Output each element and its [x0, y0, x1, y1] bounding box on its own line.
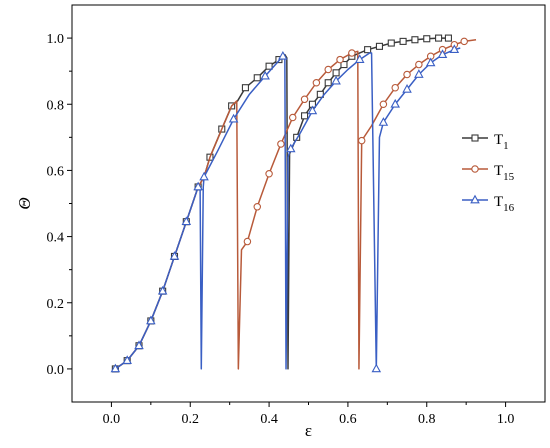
- series-point-T16-14: [331, 75, 341, 85]
- series-point-T16-22: [437, 49, 448, 58]
- series-point-T15-7: [324, 65, 332, 74]
- legend-label-subscript-T1: 1: [503, 140, 509, 152]
- series-point-T16-0: [110, 363, 121, 373]
- plot-frame: [71, 4, 546, 403]
- series-point-T16-13: [307, 105, 318, 115]
- series-point-T15-8: [336, 55, 344, 64]
- series-point-T16-16: [371, 363, 382, 373]
- series-point-T1-25: [387, 39, 395, 47]
- legend-label-text-T15: T: [494, 163, 503, 179]
- x-tick-label-0: 0.0: [103, 412, 121, 427]
- series-point-T1-11: [241, 84, 249, 92]
- y-tick-label-3: 0.6: [47, 164, 65, 179]
- y-tick-label-4: 0.8: [47, 98, 65, 113]
- series-point-T16-12: [285, 143, 296, 153]
- series-point-T1-24: [375, 42, 384, 50]
- series-point-T16-23: [449, 44, 460, 54]
- series-point-T15-5: [300, 95, 309, 104]
- series-point-T1-29: [435, 34, 443, 42]
- legend-marker-T1: [471, 134, 479, 142]
- series-point-T15-6: [312, 78, 321, 87]
- legend-item-T1: T1: [462, 132, 509, 152]
- series-point-T16-21: [425, 57, 436, 67]
- series-point-T1-30: [444, 34, 452, 42]
- series-point-T1-19: [324, 79, 332, 87]
- series-point-T15-9: [348, 49, 356, 57]
- x-tick-label-1: 0.2: [182, 412, 200, 427]
- series-point-T16-8: [199, 171, 209, 181]
- series-point-T15-3: [277, 140, 285, 148]
- series-point-T16-19: [402, 84, 412, 93]
- x-tick-label-3: 0.6: [339, 412, 357, 427]
- y-tick-label-1: 0.2: [47, 297, 65, 312]
- legend-label-text-T16: T: [494, 194, 503, 210]
- series-point-T15-13: [403, 70, 411, 79]
- series-point-T1-12: [253, 74, 261, 82]
- series-point-T1-18: [316, 90, 324, 98]
- series-point-T16-4: [157, 285, 168, 295]
- legend-label-text-T1: T: [494, 132, 503, 148]
- series-point-T15-10: [357, 136, 366, 145]
- series-point-T16-9: [228, 113, 239, 123]
- series-point-T1-16: [301, 112, 309, 120]
- legend-label-T1: T1: [494, 132, 509, 152]
- series-point-T16-1: [122, 355, 132, 364]
- series-point-T1-28: [423, 35, 431, 43]
- series-point-T16-17: [378, 117, 389, 126]
- series-point-T15-0: [243, 237, 252, 246]
- y-tick-label-0: 0.0: [47, 363, 65, 378]
- x-tick-label-2: 0.4: [260, 412, 278, 427]
- series-point-T15-12: [391, 83, 399, 92]
- series-point-T16-18: [390, 98, 400, 108]
- series-point-T1-13: [265, 62, 273, 70]
- series-point-T1-21: [340, 60, 348, 69]
- legend-label-T16: T16: [494, 194, 515, 214]
- series-point-T16-11: [278, 50, 288, 60]
- y-axis-label: Θ: [15, 197, 34, 209]
- legend-label-subscript-T16: 16: [503, 202, 515, 214]
- x-tick-label-4: 0.8: [418, 412, 436, 427]
- series-line-T15: [114, 38, 477, 370]
- series-point-T1-26: [399, 37, 407, 45]
- plot-data-group: [110, 34, 477, 373]
- series-point-T1-27: [411, 36, 419, 44]
- series-point-T16-2: [134, 340, 144, 350]
- series-point-T15-1: [253, 203, 262, 211]
- series-point-T16-5: [169, 251, 180, 260]
- series-point-T16-6: [181, 216, 192, 226]
- series-line-T16: [114, 47, 461, 370]
- series-T16: [110, 44, 461, 373]
- series-point-T15-14: [415, 60, 423, 69]
- plot-frame-group: [71, 4, 546, 403]
- y-tick-label-2: 0.4: [47, 231, 65, 246]
- series-point-T16-20: [414, 69, 424, 78]
- series-point-T15-18: [460, 37, 468, 46]
- series-point-T15-2: [265, 169, 273, 178]
- axis-group: 0.0 0.2 0.4 0.6 0.8 1.0 0.0 0.2 0.4 0.6 0.8 1.0 ε Θ: [15, 32, 514, 440]
- legend-marker-T16: [470, 194, 480, 204]
- series-T1: [111, 34, 452, 373]
- series-point-T16-10: [260, 70, 270, 80]
- legend-marker-T15: [471, 165, 479, 173]
- y-tick-label-5: 1.0: [47, 32, 65, 47]
- legend-label-subscript-T15: 15: [503, 171, 515, 183]
- series-point-T1-20: [332, 69, 340, 77]
- legend-item-T15: T15: [462, 163, 515, 183]
- series-point-T15-4: [288, 113, 297, 122]
- legend-label-T15: T15: [494, 163, 515, 183]
- x-axis-label: ε: [305, 421, 312, 440]
- series-point-T16-7: [193, 181, 203, 191]
- series-point-T15-11: [379, 100, 388, 109]
- series-T15: [114, 37, 477, 370]
- legend-item-T16: T16: [462, 194, 515, 214]
- x-tick-label-5: 1.0: [497, 412, 515, 427]
- series-point-T16-3: [146, 315, 156, 325]
- series-point-T16-15: [354, 54, 365, 63]
- series-point-T1-23: [364, 46, 372, 54]
